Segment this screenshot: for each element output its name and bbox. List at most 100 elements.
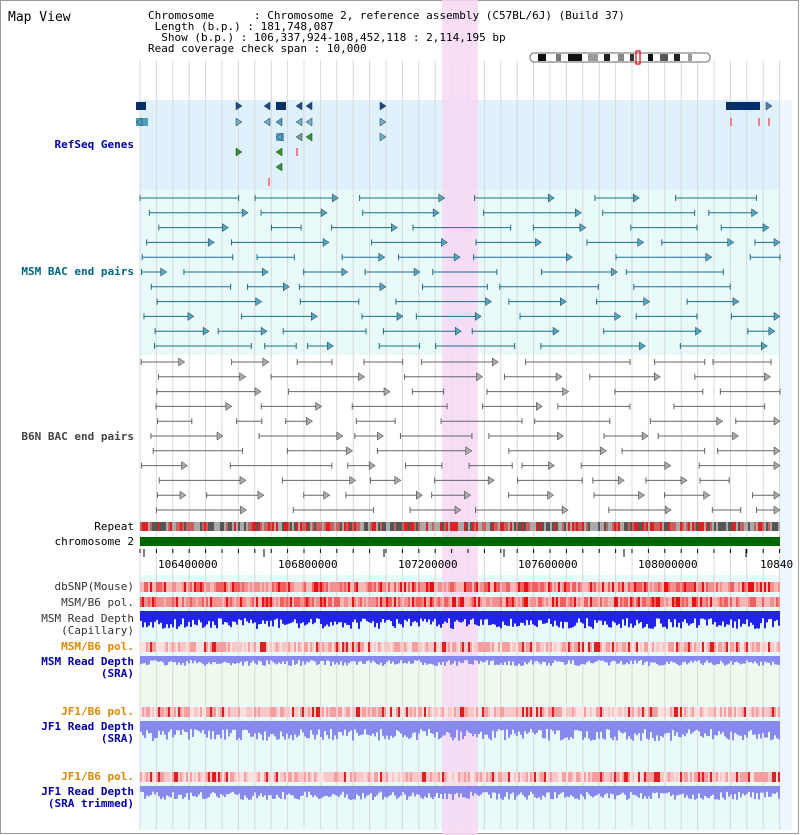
msm-b6-pol-track-cell	[484, 597, 486, 607]
dbsnp-track-cell	[360, 582, 362, 592]
msm-depth-sra-track-bar	[198, 656, 200, 662]
msm-b6-pol-sra-track-cell	[570, 642, 572, 652]
jf1-b6-pol-trim-track-cell	[756, 772, 758, 782]
repeat-block	[146, 522, 148, 531]
b6n-bac-pairs-end-arrow	[181, 461, 188, 471]
jf1-b6-pol-trim-track-cell	[228, 772, 230, 782]
msm-b6-pol-track-cell	[746, 597, 748, 607]
jf1-b6-pol-trim-track-cell	[750, 772, 752, 782]
jf1-depth-sra-track-bar	[396, 721, 398, 731]
dbsnp-track-cell	[518, 582, 520, 592]
msm-depth-sra-track-bar	[750, 656, 752, 662]
b6n-bac-pairs-end-arrow	[641, 431, 649, 441]
jf1-b6-pol-track-cell	[358, 707, 360, 717]
msm-b6-pol-sra-track-cell	[362, 642, 364, 652]
dbsnp-track-cell	[322, 582, 324, 592]
msm-depth-capillary-track-bar	[350, 611, 352, 629]
jf1-b6-pol-track-cell	[362, 707, 364, 717]
msm-depth-sra-track-bar	[394, 656, 396, 665]
repeat-block	[338, 522, 340, 531]
dbsnp-track-cell	[414, 582, 416, 592]
jf1-b6-pol-trim-track-cell	[628, 772, 630, 782]
jf1-b6-pol-trim-track-cell	[580, 772, 582, 782]
msm-b6-pol-sra-track-cell	[374, 642, 376, 652]
jf1-depth-sra-track-bar	[704, 721, 706, 734]
jf1-b6-pol-trim-track-cell	[634, 772, 636, 782]
jf1-b6-pol-track-cell	[570, 707, 572, 717]
dbsnp-track-cell	[498, 582, 500, 592]
msm-depth-capillary-track-bar	[536, 611, 538, 627]
jf1-depth-trim-track-bar	[430, 786, 432, 798]
track-label-msm-bac[interactable]: MSM BAC end pairs	[21, 265, 134, 278]
jf1-depth-trim-track-bar	[152, 786, 154, 792]
msm-depth-sra-track-bar	[640, 656, 642, 661]
jf1-depth-trim-track-bar	[362, 786, 364, 793]
msm-depth-sra-track-bar	[222, 656, 224, 663]
jf1-depth-trim-track-bar	[710, 786, 712, 796]
msm-depth-capillary-track-bar	[376, 611, 378, 624]
msm-b6-pol-track-cell	[656, 597, 658, 607]
msm-b6-pol-sra-track-cell	[742, 642, 744, 652]
jf1-depth-trim-track-bar	[608, 786, 610, 799]
msm-depth-capillary-track-bar	[298, 611, 300, 629]
jf1-depth-trim-track-bar	[544, 786, 546, 798]
jf1-b6-pol-track-cell	[506, 707, 508, 717]
jf1-depth-trim-track-bar	[682, 786, 684, 794]
msm-depth-sra-track-bar	[354, 656, 356, 662]
msm-depth-capillary-track-bar	[424, 611, 426, 620]
track-label-refseq-genes[interactable]: RefSeq Genes	[54, 138, 134, 151]
dbsnp-track-cell	[296, 582, 298, 592]
msm-depth-sra-track-bar	[448, 656, 450, 661]
dbsnp-track-cell	[578, 582, 580, 592]
dbsnp-track-cell	[710, 582, 712, 592]
jf1-depth-trim-track-bar	[616, 786, 618, 796]
msm-depth-capillary-track-bar	[154, 611, 156, 622]
msm-depth-sra-track-bar	[478, 656, 480, 664]
repeat-block	[382, 522, 384, 531]
repeat-block	[190, 522, 192, 531]
jf1-depth-trim-track-bar	[166, 786, 168, 796]
jf1-b6-pol-track-cell	[578, 707, 580, 717]
msm-depth-sra-track-bar	[534, 656, 536, 662]
jf1-depth-trim-track-bar	[186, 786, 188, 794]
jf1-depth-sra-track-bar	[366, 721, 368, 735]
jf1-depth-sra-track-bar	[412, 721, 414, 734]
jf1-b6-pol-trim-track-cell	[708, 772, 710, 782]
dbsnp-track-cell	[152, 582, 154, 592]
jf1-b6-pol-trim-track-cell	[408, 772, 410, 782]
jf1-depth-trim-track-bar	[606, 786, 608, 794]
dbsnp-track-cell	[230, 582, 232, 592]
track-label-b6n-bac[interactable]: B6N BAC end pairs	[21, 430, 134, 443]
msm-depth-capillary-track-bar	[402, 611, 404, 628]
length-value: 181,748,087	[260, 20, 334, 33]
jf1-depth-trim-track-bar	[400, 786, 402, 796]
jf1-depth-trim-track-bar	[650, 786, 652, 799]
msm-depth-capillary-track-bar	[356, 611, 358, 623]
dbsnp-track-cell	[516, 582, 518, 592]
msm-depth-capillary-track-bar	[610, 611, 612, 628]
msm-b6-pol-track-cell	[650, 597, 652, 607]
msm-depth-capillary-track-bar	[320, 611, 322, 625]
msm-depth-capillary-track-bar	[180, 611, 182, 625]
jf1-depth-sra-track-bar	[632, 721, 634, 741]
msm-b6-pol-track-cell	[662, 597, 664, 607]
jf1-b6-pol-track-cell	[226, 707, 228, 717]
msm-depth-capillary-track-bar	[334, 611, 336, 622]
jf1-depth-sra-track-bar	[598, 721, 600, 739]
msm-b6-pol-track-cell	[212, 597, 214, 607]
msm-bac-pairs-end-arrow	[222, 223, 229, 233]
jf1-depth-sra-track-bar	[390, 721, 392, 736]
msm-depth-capillary-track-bar	[166, 611, 168, 625]
repeat-block	[276, 522, 278, 531]
msm-b6-pol-track-cell	[574, 597, 576, 607]
msm-depth-sra-track-bar	[652, 656, 654, 663]
msm-b6-pol-sra-track-cell	[312, 642, 314, 652]
msm-depth-sra-track-bar	[586, 656, 588, 663]
msm-depth-sra-track-bar	[584, 656, 586, 665]
repeat-block	[240, 522, 242, 531]
jf1-depth-sra-track-bar	[728, 721, 730, 740]
msm-b6-pol-sra-track-cell	[466, 642, 468, 652]
jf1-b6-pol-track-cell	[150, 707, 152, 717]
jf1-b6-pol-trim-track-cell	[350, 772, 352, 782]
